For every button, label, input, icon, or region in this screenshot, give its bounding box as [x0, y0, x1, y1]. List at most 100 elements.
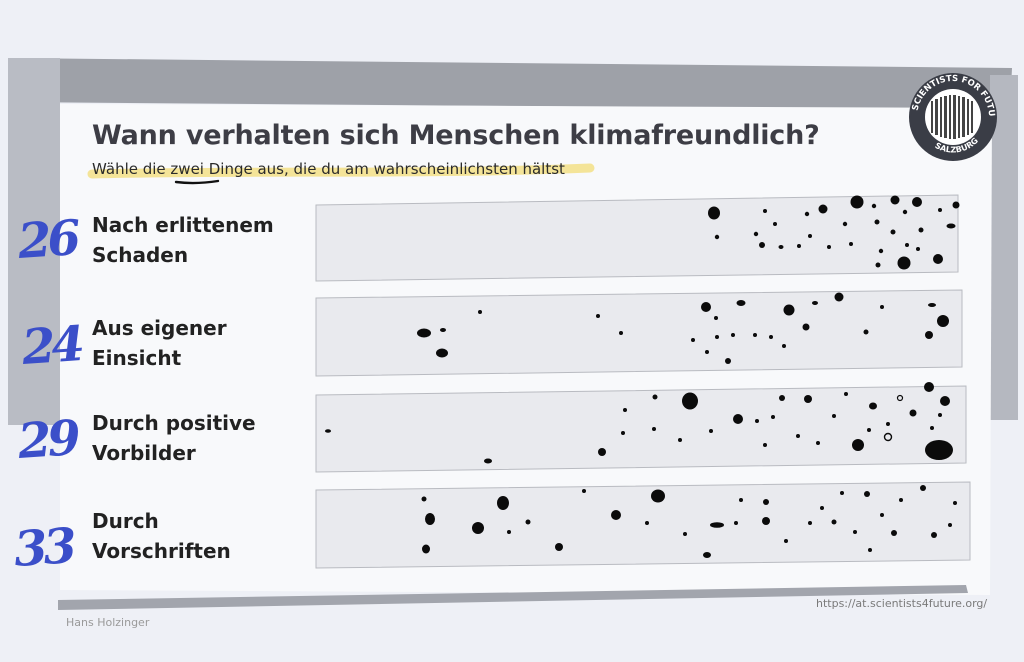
vote-dot — [623, 408, 627, 412]
vote-dot — [709, 429, 713, 433]
vote-dot — [753, 231, 759, 237]
vote-dot — [703, 552, 711, 558]
vote-dot — [682, 392, 698, 410]
subtitle-emphasis: zwei — [170, 160, 204, 178]
option-label-3: Durch positive Vorbilder — [92, 408, 256, 468]
vote-dot — [773, 222, 777, 226]
vote-dot — [325, 429, 331, 433]
vote-dot — [763, 499, 769, 505]
vote-dot — [867, 428, 871, 432]
vote-dot — [739, 498, 743, 502]
vote-dot — [948, 523, 952, 527]
option-label-line: Durch positive — [92, 411, 256, 435]
vote-dot — [924, 382, 934, 392]
vote-dot — [820, 506, 824, 510]
vote-dot — [708, 206, 720, 220]
vote-dot — [753, 333, 757, 337]
vote-dot — [844, 392, 848, 396]
vote-dot — [733, 414, 743, 424]
vote-dot — [683, 532, 687, 536]
vote-dot — [899, 498, 903, 502]
vote-dot — [759, 242, 765, 248]
vote-dot — [938, 208, 942, 212]
vote-dot — [886, 422, 890, 426]
vote-dot — [902, 209, 908, 215]
vote-dot — [725, 358, 731, 364]
vote-dot — [425, 513, 435, 525]
option-label-line: Vorschriften — [92, 539, 231, 563]
right-frame — [990, 75, 1018, 420]
vote-dot — [842, 221, 848, 227]
vote-dot — [933, 254, 943, 264]
vote-dot — [816, 441, 820, 445]
vote-dot — [918, 227, 924, 233]
vote-dot — [779, 395, 785, 401]
handwritten-count: 24 — [20, 316, 83, 376]
voting-dots — [325, 195, 960, 558]
vote-dot — [769, 335, 773, 339]
vote-dot — [714, 234, 720, 240]
handwritten-count: 29 — [16, 410, 79, 470]
vote-dot — [912, 197, 922, 207]
vote-dot — [714, 316, 718, 320]
vote-dot — [883, 432, 893, 442]
vote-dot — [763, 443, 767, 447]
vote-dot — [897, 256, 911, 270]
vote-dot — [952, 201, 960, 209]
vote-dot — [497, 496, 509, 510]
bottom-rule — [58, 585, 968, 610]
vote-dot — [478, 310, 482, 314]
vote-dot — [928, 303, 936, 307]
subtitle-part: Wähle die — [92, 160, 171, 178]
website-url: https://at.scientists4future.org/ — [816, 597, 988, 610]
vote-dot — [864, 491, 870, 497]
vote-dot — [808, 521, 812, 525]
vote-dot — [705, 350, 709, 354]
subtitle-part: Dinge aus, die du am wahrscheinlichsten … — [203, 160, 565, 178]
option-label-line: Vorbilder — [92, 441, 196, 465]
vote-dot — [596, 314, 600, 318]
option-label-4: Durch Vorschriften — [92, 506, 231, 566]
vote-dot — [840, 491, 844, 495]
vote-dot — [736, 300, 746, 306]
vote-dot — [875, 262, 881, 268]
vote-dot — [621, 431, 625, 435]
vote-dot — [784, 539, 788, 543]
vote-dot — [715, 335, 719, 339]
vote-dot — [874, 219, 880, 225]
vote-dot — [440, 328, 446, 332]
answer-box-2 — [315, 289, 963, 377]
vote-dot — [827, 245, 831, 249]
vote-dot — [652, 394, 658, 400]
vote-dot — [896, 394, 904, 402]
vote-dot — [598, 448, 606, 456]
vote-dot — [678, 438, 682, 442]
vote-dot — [812, 301, 818, 305]
vote-dot — [484, 458, 492, 464]
poster-title: Wann verhalten sich Menschen klimafreund… — [92, 120, 820, 151]
vote-dot — [869, 402, 877, 410]
option-label-line: Durch — [92, 509, 159, 533]
vote-dot — [619, 331, 623, 335]
vote-dot — [472, 522, 484, 534]
vote-dot — [878, 248, 884, 254]
option-label-line: Nach erlittenem — [92, 213, 274, 237]
vote-dot — [831, 519, 837, 525]
vote-dot — [868, 548, 872, 552]
vote-dot — [555, 543, 563, 551]
vote-dot — [763, 209, 767, 213]
vote-dot — [762, 517, 770, 525]
option-label-line: Aus eigener — [92, 316, 227, 340]
vote-dot — [880, 513, 884, 517]
vote-dot — [832, 414, 836, 418]
poster-subtitle: Wähle die zwei Dinge aus, die du am wahr… — [92, 160, 565, 178]
vote-dot — [731, 333, 735, 337]
pen-underline — [174, 179, 220, 185]
vote-dot — [905, 243, 909, 247]
vote-dot — [930, 426, 934, 430]
highlighter-mark — [87, 163, 595, 179]
vote-dot — [880, 305, 884, 309]
vote-dot — [890, 195, 900, 205]
vote-dot — [953, 501, 957, 505]
